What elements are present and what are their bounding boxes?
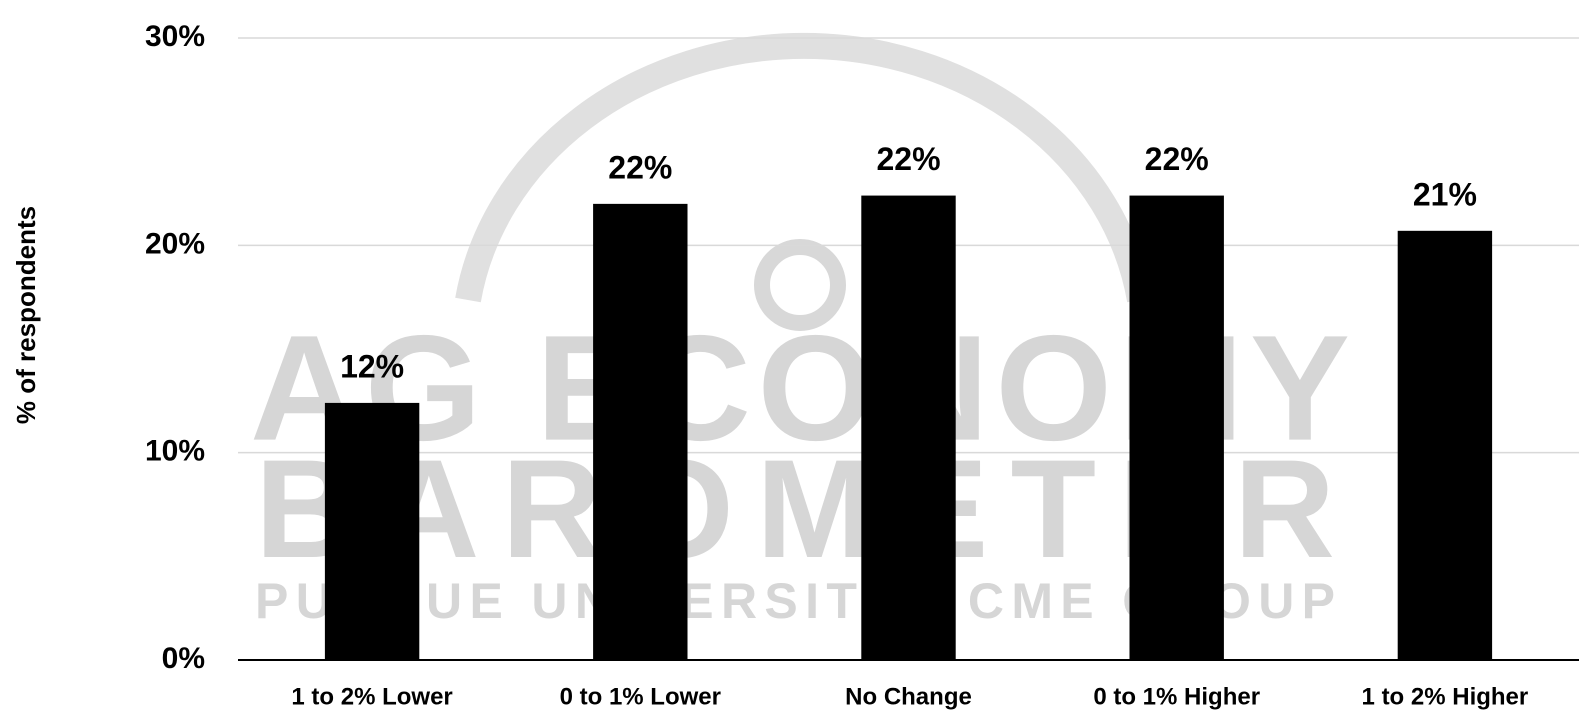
value-label: 22% (1145, 141, 1209, 177)
bar (1397, 230, 1493, 660)
x-tick-label: 0 to 1% Higher (1093, 683, 1260, 710)
value-label: 12% (340, 348, 404, 384)
y-tick-label: 10% (145, 435, 205, 468)
value-label: 22% (876, 141, 940, 177)
x-tick-label: 0 to 1% Lower (560, 683, 721, 710)
y-axis-label: % of respondents (11, 206, 41, 424)
watermark-arc (455, 32, 1153, 303)
bar (593, 203, 688, 660)
watermark-dial (754, 239, 846, 331)
bar (861, 195, 956, 660)
value-label: 22% (608, 149, 672, 185)
x-tick-label: 1 to 2% Higher (1362, 683, 1529, 710)
y-tick-label: 30% (145, 20, 205, 53)
bar (324, 402, 420, 660)
bar (1129, 195, 1224, 660)
y-tick-label: 0% (162, 642, 205, 675)
value-label: 21% (1413, 176, 1477, 212)
y-tick-label: 20% (145, 227, 205, 260)
x-tick-label: No Change (845, 683, 972, 710)
x-tick-label: 1 to 2% Lower (291, 683, 452, 710)
